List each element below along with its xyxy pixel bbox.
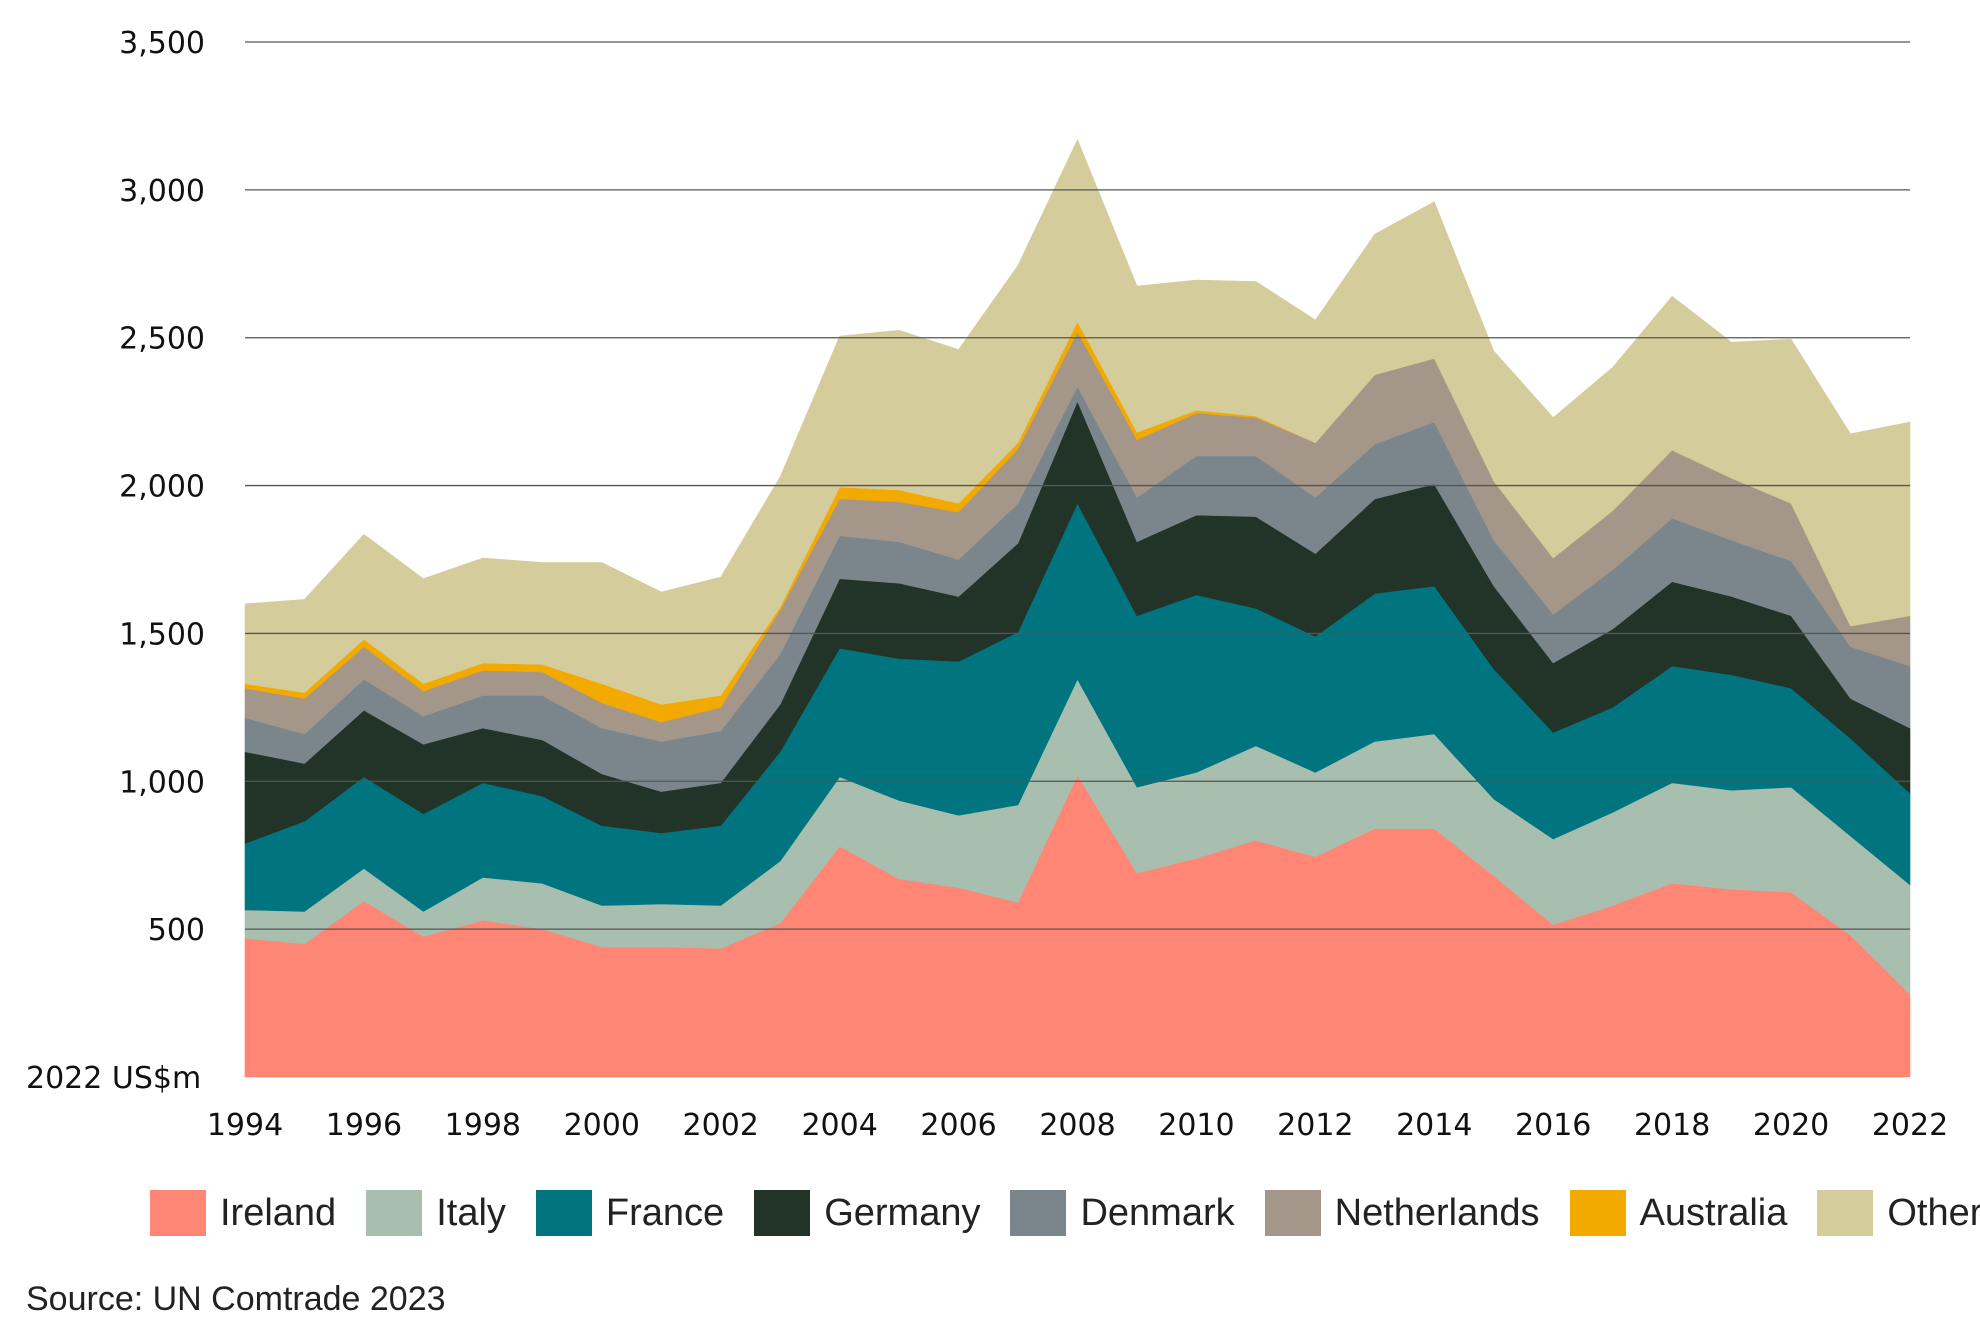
x-tick-label: 2000 [564, 1108, 640, 1143]
area-layers [244, 138, 1911, 1078]
x-tick-label: 1994 [207, 1108, 283, 1143]
legend-swatch [1817, 1190, 1874, 1236]
legend-label: Italy [436, 1191, 506, 1234]
x-tick-label: 2002 [683, 1108, 759, 1143]
legend-swatch [1010, 1190, 1067, 1236]
y-tick-label: 1,000 [119, 765, 205, 800]
x-tick-label: 2006 [920, 1108, 996, 1143]
source-note: Source: UN Comtrade 2023 [26, 1280, 446, 1318]
legend-item-others: Others [1817, 1190, 1980, 1236]
y-tick-label: 2,000 [119, 470, 205, 505]
x-tick-label: 2012 [1277, 1108, 1353, 1143]
gridlines [245, 41, 1910, 930]
legend-label: Ireland [220, 1191, 337, 1234]
y-tick-label: 500 [148, 913, 205, 948]
y-axis-unit-label: 2022 US$m [26, 1061, 201, 1096]
legend-swatch [366, 1190, 423, 1236]
x-tick-label: 2016 [1515, 1108, 1591, 1143]
x-tick-label: 2010 [1158, 1108, 1234, 1143]
y-axis-ticks: 500 1,000 1,500 2,000 2,500 3,000 3,500 [119, 26, 205, 948]
legend-swatch [535, 1190, 592, 1236]
x-tick-label: 2014 [1396, 1108, 1472, 1143]
legend-item-italy: Italy [366, 1190, 506, 1236]
y-tick-label: 3,000 [119, 174, 205, 209]
legend-label: Denmark [1080, 1191, 1235, 1234]
legend-item-germany: Germany [754, 1190, 980, 1236]
legend-label: France [605, 1191, 725, 1234]
legend-item-ireland: Ireland [150, 1190, 336, 1236]
x-tick-label: 1996 [326, 1108, 402, 1143]
legend-swatch [1569, 1190, 1626, 1236]
y-tick-label: 3,500 [119, 26, 205, 61]
legend-swatch [754, 1190, 811, 1236]
x-tick-label: 2008 [1039, 1108, 1115, 1143]
x-tick-label: 2004 [801, 1108, 877, 1143]
legend-label: Netherlands [1334, 1191, 1540, 1234]
legend-label: Australia [1639, 1191, 1788, 1234]
legend-label: Germany [824, 1191, 981, 1234]
legend-item-netherlands: Netherlands [1264, 1190, 1540, 1236]
legend-item-denmark: Denmark [1010, 1190, 1235, 1236]
legend: Ireland Italy France Germany Denmark Netherla… [150, 1190, 1980, 1236]
x-axis-ticks: 1994 1996 1998 2000 2002 2004 2006 2008 2010 2012… [207, 1108, 1948, 1143]
x-tick-label: 2020 [1753, 1108, 1829, 1143]
legend-swatch [1264, 1190, 1321, 1236]
legend-swatch [150, 1190, 206, 1236]
area-others [244, 138, 1911, 705]
legend-item-australia: Australia [1569, 1190, 1788, 1236]
legend-item-france: France [535, 1190, 725, 1236]
y-tick-label: 2,500 [119, 322, 205, 357]
x-tick-label: 2022 [1872, 1108, 1948, 1143]
legend-label: Others [1887, 1191, 1980, 1234]
x-tick-label: 1998 [445, 1108, 521, 1143]
y-tick-label: 1,500 [119, 617, 205, 652]
x-tick-label: 2018 [1634, 1108, 1710, 1143]
